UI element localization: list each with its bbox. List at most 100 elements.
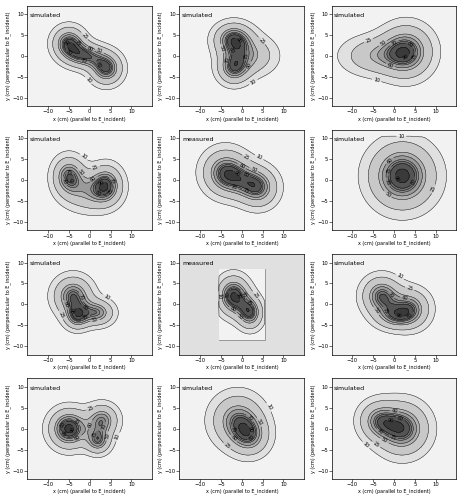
- Text: 75: 75: [411, 52, 419, 60]
- Text: 50: 50: [381, 437, 389, 444]
- Text: 75: 75: [382, 308, 389, 315]
- Text: 80: 80: [70, 177, 77, 184]
- Text: 70: 70: [73, 418, 80, 426]
- Text: 25: 25: [223, 442, 231, 450]
- Point: [238, 300, 245, 308]
- Text: 60: 60: [90, 176, 97, 183]
- X-axis label: x (cm) (parallel to E_incident): x (cm) (parallel to E_incident): [358, 489, 430, 494]
- Y-axis label: y (cm) (perpendicular to E_incident): y (cm) (perpendicular to E_incident): [158, 384, 164, 473]
- Text: 50: 50: [104, 432, 110, 440]
- Y-axis label: y (cm) (perpendicular to E_incident): y (cm) (perpendicular to E_incident): [6, 136, 11, 224]
- Text: 60: 60: [229, 306, 237, 314]
- Text: 90: 90: [233, 170, 241, 177]
- Text: 25: 25: [430, 185, 437, 193]
- Point: [238, 300, 245, 308]
- Text: 50: 50: [379, 40, 387, 47]
- X-axis label: x (cm) (parallel to E_incident): x (cm) (parallel to E_incident): [206, 240, 278, 246]
- Text: 50: 50: [96, 48, 103, 55]
- Point: [238, 300, 245, 308]
- Text: 50: 50: [236, 313, 243, 321]
- X-axis label: x (cm) (parallel to E_incident): x (cm) (parallel to E_incident): [54, 240, 126, 246]
- X-axis label: x (cm) (parallel to E_incident): x (cm) (parallel to E_incident): [358, 116, 430, 121]
- Text: simulated: simulated: [334, 386, 365, 390]
- Text: 75: 75: [66, 169, 73, 174]
- Text: 25: 25: [372, 440, 380, 448]
- Text: 75: 75: [229, 426, 236, 433]
- Text: 80: 80: [94, 190, 102, 197]
- Point: [238, 300, 245, 308]
- Point: [238, 300, 245, 308]
- Y-axis label: y (cm) (perpendicular to E_incident): y (cm) (perpendicular to E_incident): [158, 260, 164, 348]
- Text: 75: 75: [385, 167, 392, 174]
- Text: 25: 25: [365, 37, 372, 44]
- Text: 80: 80: [410, 178, 417, 185]
- Text: simulated: simulated: [334, 137, 365, 142]
- Text: 10: 10: [249, 78, 257, 86]
- Text: 70: 70: [239, 290, 247, 298]
- Text: 80: 80: [242, 172, 249, 178]
- Text: 80: 80: [406, 312, 414, 320]
- Text: 70: 70: [61, 178, 68, 185]
- Text: 70: 70: [78, 294, 85, 301]
- X-axis label: x (cm) (parallel to E_incident): x (cm) (parallel to E_incident): [206, 489, 278, 494]
- Text: 80: 80: [407, 42, 414, 49]
- Text: 90: 90: [65, 40, 73, 47]
- Text: simulated: simulated: [182, 12, 213, 18]
- Y-axis label: y (cm) (perpendicular to E_incident): y (cm) (perpendicular to E_incident): [6, 384, 11, 473]
- Text: 50: 50: [372, 307, 380, 315]
- Text: 70: 70: [230, 184, 237, 190]
- Y-axis label: y (cm) (perpendicular to E_incident): y (cm) (perpendicular to E_incident): [158, 12, 164, 100]
- X-axis label: x (cm) (parallel to E_incident): x (cm) (parallel to E_incident): [54, 364, 126, 370]
- Text: 25: 25: [86, 405, 94, 412]
- Text: 90: 90: [395, 314, 402, 320]
- Y-axis label: y (cm) (perpendicular to E_incident): y (cm) (perpendicular to E_incident): [310, 260, 316, 348]
- Text: 60: 60: [245, 62, 253, 70]
- Point: [238, 300, 245, 308]
- Text: 60: 60: [87, 421, 94, 428]
- Text: 25: 25: [91, 164, 99, 171]
- Text: 10: 10: [79, 153, 88, 161]
- Text: 70: 70: [384, 178, 391, 186]
- Y-axis label: y (cm) (perpendicular to E_incident): y (cm) (perpendicular to E_incident): [158, 136, 164, 224]
- Text: 50: 50: [219, 44, 225, 52]
- Point: [238, 300, 245, 308]
- Text: 10: 10: [362, 441, 370, 449]
- Text: simulated: simulated: [30, 12, 61, 18]
- X-axis label: x (cm) (parallel to E_incident): x (cm) (parallel to E_incident): [206, 116, 278, 121]
- Text: 25: 25: [258, 37, 266, 45]
- X-axis label: x (cm) (parallel to E_incident): x (cm) (parallel to E_incident): [206, 364, 278, 370]
- Text: 70: 70: [377, 428, 384, 436]
- Text: 50: 50: [77, 168, 85, 176]
- Text: 60: 60: [86, 46, 94, 53]
- Text: simulated: simulated: [30, 261, 61, 266]
- Text: 50: 50: [383, 190, 391, 198]
- X-axis label: x (cm) (parallel to E_incident): x (cm) (parallel to E_incident): [358, 240, 430, 246]
- Text: 60: 60: [62, 301, 69, 308]
- Text: 75: 75: [389, 434, 397, 440]
- Text: 80: 80: [225, 291, 231, 298]
- Text: 90: 90: [402, 54, 410, 60]
- Text: 60: 60: [386, 156, 394, 164]
- Text: 80: 80: [227, 46, 234, 54]
- Text: 75: 75: [82, 314, 90, 322]
- Text: 50: 50: [255, 418, 263, 426]
- Text: 10: 10: [84, 76, 92, 84]
- Text: simulated: simulated: [334, 261, 365, 266]
- Text: 10: 10: [103, 293, 110, 300]
- Point: [238, 300, 245, 308]
- Text: 75: 75: [107, 188, 115, 196]
- Y-axis label: y (cm) (perpendicular to E_incident): y (cm) (perpendicular to E_incident): [310, 384, 316, 473]
- Text: 70: 70: [387, 291, 395, 299]
- Text: 60: 60: [237, 162, 246, 170]
- Text: 70: 70: [81, 58, 88, 64]
- Y-axis label: y (cm) (perpendicular to E_incident): y (cm) (perpendicular to E_incident): [310, 12, 316, 100]
- Text: simulated: simulated: [182, 386, 213, 390]
- Text: 90: 90: [246, 426, 253, 433]
- Text: 90: 90: [393, 175, 400, 182]
- Text: 70: 70: [109, 178, 116, 185]
- Text: 10: 10: [255, 154, 263, 161]
- Text: 70: 70: [225, 56, 231, 63]
- Text: 60: 60: [74, 434, 82, 442]
- Text: 70: 70: [390, 39, 398, 46]
- Text: 80: 80: [81, 304, 89, 312]
